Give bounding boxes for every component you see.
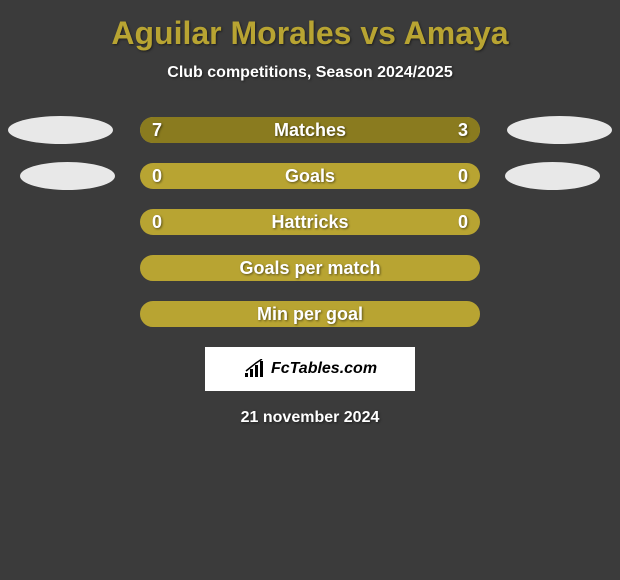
logo-box: FcTables.com: [205, 347, 415, 391]
stat-row-mpg: Min per goal: [0, 301, 620, 327]
stat-row-gpm: Goals per match: [0, 255, 620, 281]
stat-row-goals: 0 Goals 0: [0, 163, 620, 189]
stats-container: 7 Matches 3 0 Goals 0 0 Hattricks 0 Goal…: [0, 117, 620, 327]
page-title: Aguilar Morales vs Amaya: [0, 0, 620, 52]
chart-icon: [243, 359, 267, 379]
mpg-label: Min per goal: [142, 304, 478, 325]
player-left-badge: [20, 162, 115, 190]
page-subtitle: Club competitions, Season 2024/2025: [0, 64, 620, 82]
player-right-badge: [507, 116, 612, 144]
hattricks-label: Hattricks: [140, 212, 480, 233]
matches-right-value: 3: [458, 120, 468, 141]
goals-label: Goals: [140, 166, 480, 187]
date-text: 21 november 2024: [0, 409, 620, 427]
bar-min-per-goal: Min per goal: [140, 301, 480, 327]
bar-goals: 0 Goals 0: [140, 163, 480, 189]
hattricks-right-value: 0: [458, 212, 468, 233]
bar-hattricks: 0 Hattricks 0: [140, 209, 480, 235]
player-right-badge: [505, 162, 600, 190]
gpm-label: Goals per match: [142, 258, 478, 279]
bar-matches: 7 Matches 3: [140, 117, 480, 143]
stat-row-hattricks: 0 Hattricks 0: [0, 209, 620, 235]
bar-goals-per-match: Goals per match: [140, 255, 480, 281]
stat-row-matches: 7 Matches 3: [0, 117, 620, 143]
goals-right-value: 0: [458, 166, 468, 187]
player-left-badge: [8, 116, 113, 144]
logo-text: FcTables.com: [271, 360, 377, 378]
matches-label: Matches: [140, 120, 480, 141]
